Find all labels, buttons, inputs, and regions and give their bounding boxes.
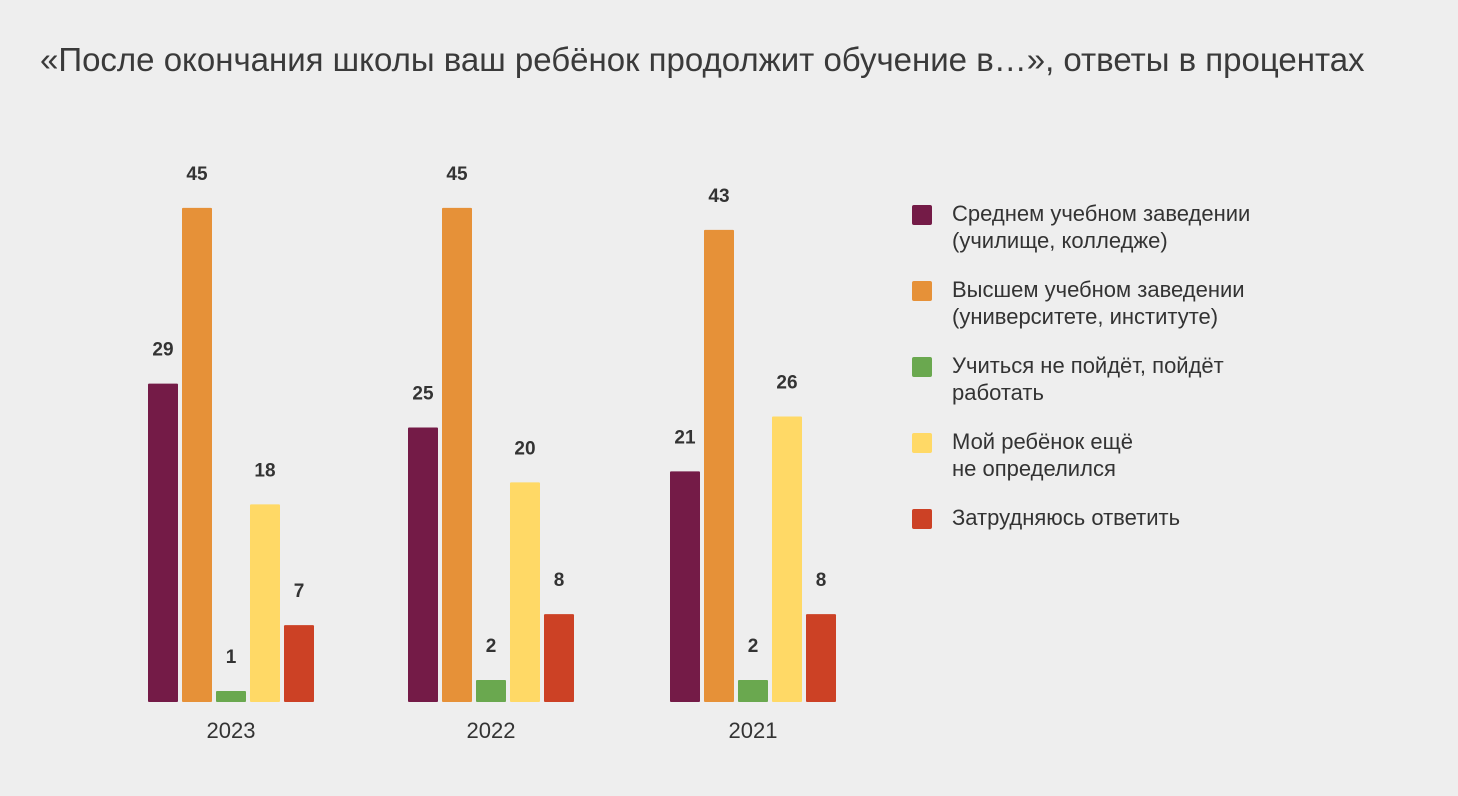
legend-label: Учиться не пойдёт, пойдёт работать	[952, 353, 1224, 405]
bar	[476, 680, 506, 702]
data-label: 29	[152, 340, 173, 361]
data-label: 25	[412, 384, 434, 405]
legend-swatch	[912, 433, 932, 453]
legend-item: Учиться не пойдёт, пойдёт работать	[912, 352, 1372, 428]
bar-chart: 29 45 1 18 7 2023 25 45 2 20 8 2022 21 43 2 26 8 2021	[148, 164, 836, 743]
bar	[704, 229, 734, 703]
legend-label: Мой ребёнок ещё не определился	[952, 429, 1133, 481]
data-label: 45	[186, 164, 208, 185]
legend-label: Среднем учебном заведении (училище, колл…	[952, 201, 1251, 253]
data-label: 2	[486, 636, 497, 657]
bar	[250, 504, 280, 702]
bar	[284, 625, 314, 702]
data-label: 2	[748, 636, 759, 657]
data-label: 8	[554, 570, 565, 591]
legend-swatch	[912, 357, 932, 377]
data-label: 8	[816, 570, 827, 591]
bar	[442, 207, 472, 702]
data-label: 21	[674, 427, 696, 448]
x-tick-label: 2023	[207, 718, 256, 743]
legend-item: Затрудняюсь ответить	[912, 504, 1372, 580]
data-label: 1	[226, 647, 237, 668]
bar	[806, 614, 836, 702]
bar	[670, 471, 700, 702]
bar	[510, 482, 540, 702]
legend-item: Мой ребёнок ещё не определился	[912, 428, 1372, 504]
legend-swatch	[912, 205, 932, 225]
legend-swatch	[912, 281, 932, 301]
data-label: 45	[446, 164, 468, 185]
legend-swatch	[912, 509, 932, 529]
bar	[408, 427, 438, 702]
bar	[544, 614, 574, 702]
bar	[772, 416, 802, 702]
x-tick-label: 2022	[467, 718, 516, 743]
bar	[216, 691, 246, 702]
legend-item: Высшем учебном заведении (университете, …	[912, 276, 1372, 352]
bar	[182, 207, 212, 702]
x-tick-label: 2021	[729, 718, 778, 743]
legend: Среднем учебном заведении (училище, колл…	[912, 200, 1372, 580]
data-label: 43	[708, 186, 729, 207]
legend-label: Высшем учебном заведении (университете, …	[952, 277, 1245, 329]
legend-label: Затрудняюсь ответить	[952, 505, 1181, 530]
bar	[148, 383, 178, 702]
bar	[738, 680, 768, 702]
legend-item: Среднем учебном заведении (училище, колл…	[912, 200, 1372, 276]
chart-title: «После окончания школы ваш ребёнок продо…	[40, 41, 1365, 78]
data-label: 18	[254, 460, 275, 481]
data-label: 20	[514, 438, 535, 459]
data-label: 26	[776, 373, 797, 394]
data-label: 7	[294, 581, 305, 602]
